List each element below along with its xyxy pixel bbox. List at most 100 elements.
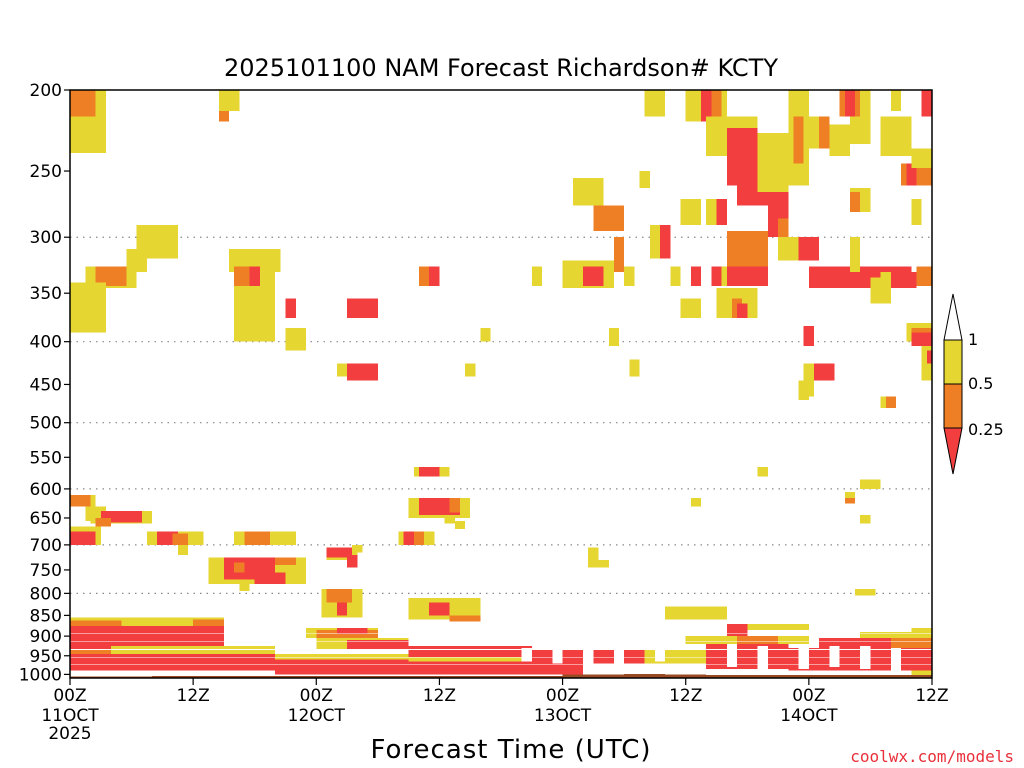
ri-gap-0 (521, 648, 532, 662)
ri-cell-134 (234, 562, 245, 573)
ri-gap-7 (798, 648, 809, 669)
ri-gap-10 (890, 648, 902, 671)
ri-cell-177 (911, 670, 932, 676)
x-tick-date-6: 14OCT (780, 706, 838, 726)
ri-cell-88 (926, 350, 932, 364)
ri-cell-93 (813, 363, 835, 381)
ri-cell-40 (711, 90, 722, 122)
ri-cell-146 (665, 606, 727, 620)
y-tick-label-550: 550 (30, 448, 62, 468)
y-tick-label-350: 350 (30, 284, 62, 304)
ri-gap-6 (757, 646, 768, 671)
ri-cell-23 (531, 266, 543, 286)
ri-cell-90 (885, 396, 897, 408)
ri-cell-14 (285, 298, 296, 319)
ri-cell-152 (70, 625, 224, 650)
y-tick-label-850: 850 (30, 606, 62, 626)
ri-cell-153 (70, 651, 276, 671)
ri-cell-27 (583, 266, 604, 286)
y-tick-label-1000: 1000 (19, 665, 62, 685)
ri-cell-30 (639, 171, 650, 189)
x-tick-label-7: 12Z (915, 686, 948, 706)
ri-cell-126 (444, 515, 455, 524)
ri-cell-2 (218, 90, 240, 112)
ri-cell-113 (70, 531, 96, 545)
x-tick-label-1: 12Z (177, 686, 210, 706)
colorbar-label-1: 1 (968, 330, 978, 349)
ri-cell-25 (593, 205, 625, 232)
ri-cell-176 (911, 627, 932, 633)
ri-cell-37 (690, 266, 702, 286)
y-tick-label-650: 650 (30, 509, 62, 529)
ri-cell-116 (172, 533, 189, 545)
ri-cell-171 (819, 638, 891, 649)
ri-cell-75 (911, 148, 932, 169)
ri-cell-94 (798, 380, 809, 401)
ri-cell-100 (757, 467, 768, 477)
colorbar-bin-orange (943, 383, 963, 429)
y-tick-label-300: 300 (30, 228, 62, 248)
ri-cell-22 (465, 363, 476, 377)
ri-cell-127 (454, 520, 466, 529)
ri-cell-58 (793, 116, 804, 164)
ri-cell-36 (680, 298, 702, 319)
ri-cell-3 (218, 111, 230, 122)
y-tick-label-250: 250 (30, 162, 62, 182)
ri-cell-49 (726, 266, 768, 286)
colorbar-label-0-5: 0.5 (968, 374, 993, 393)
ri-gap-15 (70, 664, 932, 666)
ri-cell-111 (95, 517, 112, 527)
ri-cell-122 (413, 531, 425, 545)
ri-gap-14 (70, 656, 932, 658)
ri-cell-20 (429, 266, 440, 286)
ri-cell-72 (890, 90, 902, 112)
ri-cell-53 (757, 132, 789, 193)
x-tick-label-5: 12Z (669, 686, 702, 706)
ri-cell-103 (844, 497, 856, 504)
ri-cell-136 (254, 572, 286, 585)
ri-cell-48 (726, 231, 768, 267)
ri-cell-173 (860, 632, 932, 639)
ri-cell-19 (418, 266, 430, 286)
ri-cell-16 (347, 298, 378, 319)
x-axis-label: Forecast Time (UTC) (370, 735, 651, 765)
ri-gap-11 (70, 633, 932, 635)
colorbar-label-0-25: 0.25 (968, 420, 1004, 439)
ri-gap-4 (654, 648, 666, 662)
ri-cell-33 (660, 224, 671, 259)
ri-cell-117 (177, 544, 189, 556)
ri-cell-71 (880, 116, 912, 157)
ri-cell-157 (275, 659, 584, 675)
colorbar-bin-red (943, 427, 963, 475)
ri-cell-124 (418, 497, 460, 516)
ri-cell-150 (121, 617, 224, 628)
ri-cell-59 (798, 237, 820, 261)
ri-cell-95 (608, 327, 620, 347)
ri-cell-66 (849, 116, 871, 144)
ri-cell-105 (690, 497, 702, 507)
ri-cell-29 (624, 266, 635, 286)
ground-segment-5 (706, 675, 932, 678)
ri-cell-145 (449, 615, 481, 622)
ri-cell-169 (737, 636, 779, 645)
y-tick-label-800: 800 (30, 584, 62, 604)
ri-cell-13 (249, 266, 260, 286)
ri-cell-99 (439, 467, 450, 477)
ri-cell-151 (193, 619, 224, 628)
ri-cell-86 (911, 332, 932, 347)
ri-gap-13 (70, 649, 932, 650)
ri-gap-5 (726, 644, 738, 668)
ri-cell-47 (711, 266, 722, 286)
y-axis: 200 250 300 350 400 450 500 550 600 650 700 750 8008… (19, 81, 70, 685)
y-tick-label-400: 400 (30, 333, 62, 353)
ri-cell-39 (701, 90, 712, 122)
x-tick-label-6: 00Z (792, 686, 825, 706)
chart-title: 2025101100 NAM Forecast Richardson# KCTY (224, 54, 778, 82)
ri-cell-135 (275, 557, 296, 566)
ri-cell-107 (70, 494, 91, 507)
ri-cell-10 (229, 249, 281, 272)
ri-gap-8 (829, 646, 840, 668)
y-tick-label-950: 950 (30, 647, 62, 667)
